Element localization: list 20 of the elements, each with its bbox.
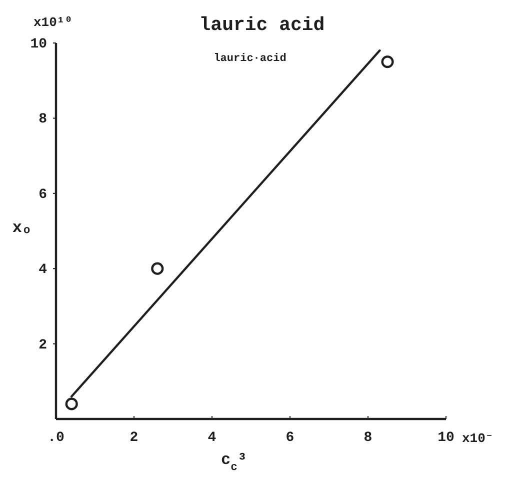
x-tick-label: 4 [208,430,216,446]
point [65,398,78,410]
y-axis-title: xₒ [12,219,32,237]
x-tick-label: 8 [364,430,372,446]
y-tick-label: 2 [38,337,47,354]
point [151,262,164,275]
x-tick-label: 6 [286,430,294,446]
text: x10¹⁰ [33,15,73,30]
point [381,56,394,68]
x-tick-label: .0 [48,430,64,446]
x-tick-label: 10 [438,430,454,446]
y-tick-label: 10 [30,36,47,52]
y-tick-label: 8 [38,112,47,128]
text: lauric·acid [214,53,286,65]
text: x10⁻ [462,431,494,446]
x-tick-label: 2 [130,430,138,446]
y-tick-label: 6 [38,186,47,203]
x-axis-title: c$_{c}$³ [221,451,247,474]
y-tick-label: 4 [38,262,47,278]
chart-title: lauric acid [199,14,325,36]
